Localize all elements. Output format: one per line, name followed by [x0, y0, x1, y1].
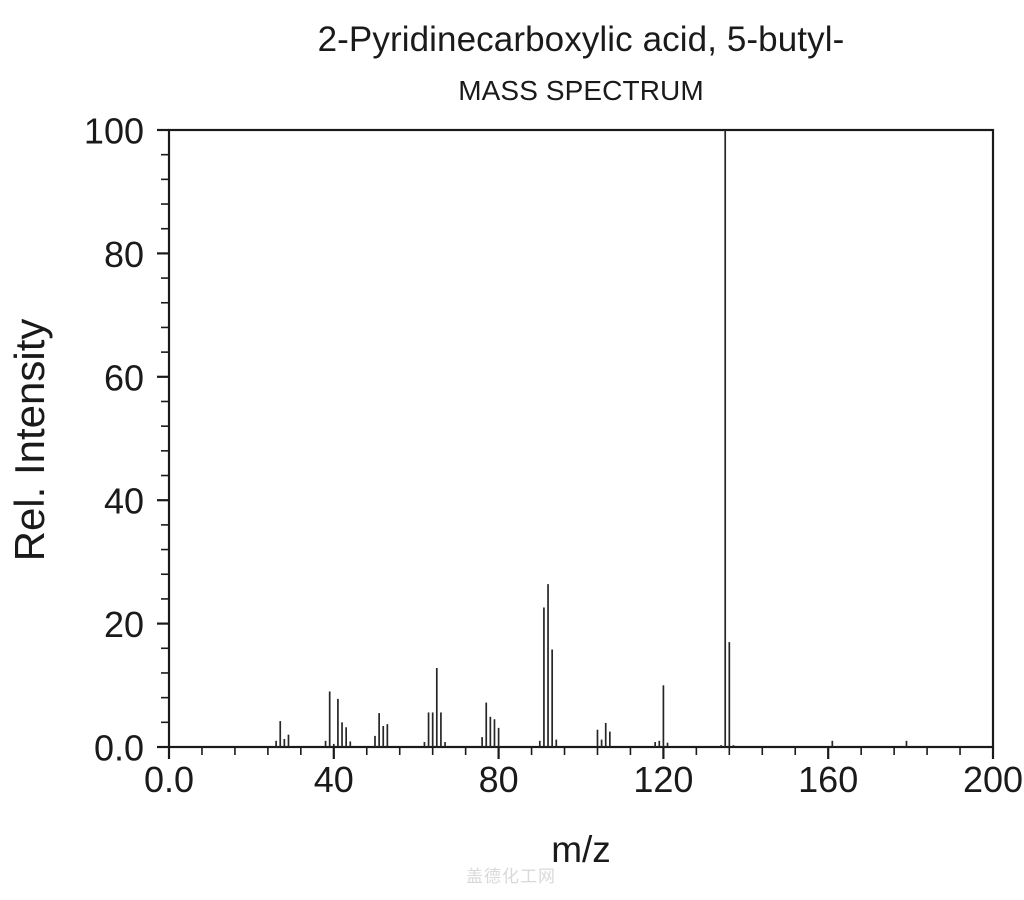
svg-text:0.0: 0.0	[94, 728, 144, 769]
svg-text:80: 80	[104, 234, 144, 275]
svg-text:40: 40	[314, 759, 354, 800]
svg-text:100: 100	[84, 111, 144, 152]
svg-text:120: 120	[633, 759, 693, 800]
svg-text:20: 20	[104, 604, 144, 645]
svg-text:80: 80	[479, 759, 519, 800]
svg-text:160: 160	[798, 759, 858, 800]
svg-text:40: 40	[104, 481, 144, 522]
svg-text:200: 200	[963, 759, 1023, 800]
svg-text:0.0: 0.0	[144, 759, 194, 800]
svg-text:60: 60	[104, 357, 144, 398]
